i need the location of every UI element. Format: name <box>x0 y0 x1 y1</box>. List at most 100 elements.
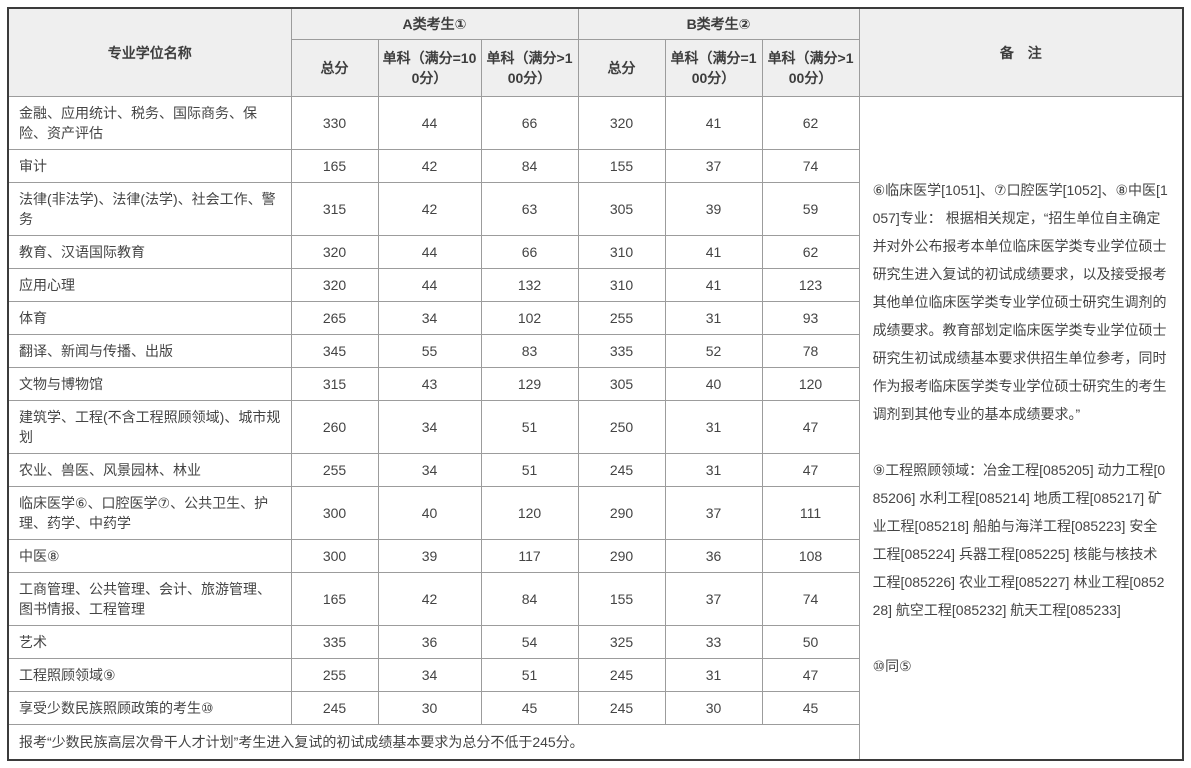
a-single-eq100-cell: 42 <box>377 149 482 183</box>
a-single-gt100-cell: 84 <box>480 572 579 626</box>
b-single-eq100-cell: 37 <box>664 149 763 183</box>
degree-name-cell: 应用心理 <box>7 268 292 302</box>
a-single-eq100-cell: 34 <box>377 658 482 692</box>
a-total-cell: 245 <box>290 691 379 725</box>
b-single-eq100-cell: 30 <box>664 691 763 725</box>
b-single-eq100-cell: 39 <box>664 182 763 236</box>
a-single-gt100-cell: 51 <box>480 453 579 487</box>
footnote-row: 报考“少数民族高层次骨干人才计划”考生进入复试的初试成绩基本要求为总分不低于24… <box>7 724 1183 761</box>
remark-paragraph: ⑨工程照顾领域：冶金工程[085205] 动力工程[085206] 水利工程[0… <box>872 462 1166 618</box>
b-single-gt100-cell: 108 <box>761 539 860 573</box>
a-single-eq100-cell: 43 <box>377 367 482 401</box>
degree-name-cell: 法律(非法学)、法律(法学)、社会工作、警务 <box>7 182 292 236</box>
a-single-gt100-cell: 54 <box>480 625 579 659</box>
a-single-eq100-cell: 44 <box>377 96 482 150</box>
footnote-text: 报考“少数民族高层次骨干人才计划”考生进入复试的初试成绩基本要求为总分不低于24… <box>7 724 860 761</box>
a-single-eq100-cell: 36 <box>377 625 482 659</box>
a-total-cell: 255 <box>290 453 379 487</box>
degree-name-cell: 教育、汉语国际教育 <box>7 235 292 269</box>
b-single-eq100-cell: 40 <box>664 367 763 401</box>
b-single-eq100-cell: 37 <box>664 572 763 626</box>
b-total-cell: 245 <box>577 658 666 692</box>
degree-name-cell: 农业、兽医、风景园林、林业 <box>7 453 292 487</box>
table-body: 金融、应用统计、税务、国际商务、保险、资产评估 330 44 66 320 41… <box>7 96 1184 761</box>
a-single-gt100-cell: 132 <box>480 268 579 302</box>
degree-name-cell: 享受少数民族照顾政策的考生⑩ <box>7 691 292 725</box>
b-single-eq100-cell: 31 <box>664 658 763 692</box>
b-total-cell: 325 <box>577 625 666 659</box>
b-total-cell: 255 <box>577 301 666 335</box>
b-single-eq100-cell: 31 <box>664 400 763 454</box>
a-single-gt100-cell: 66 <box>480 235 579 269</box>
table-row: 翻译、新闻与传播、出版 345 55 83 335 52 78 <box>7 334 1183 368</box>
b-single-gt100-cell: 45 <box>761 691 860 725</box>
b-total-cell: 335 <box>577 334 666 368</box>
table-header: 专业学位名称 A类考生① B类考生② 备 注 总分 单科（满分=100分） 单科… <box>7 7 1184 97</box>
a-single-gt100-cell: 117 <box>480 539 579 573</box>
a-single-eq100-cell: 39 <box>377 539 482 573</box>
remark-paragraph: ⑥临床医学[1051]、⑦口腔医学[1052]、⑧中医[1057]专业： 根据相… <box>872 182 1168 422</box>
b-single-gt100-cell: 59 <box>761 182 860 236</box>
degree-name-cell: 审计 <box>7 149 292 183</box>
header-b-single-gt100: 单科（满分>100分） <box>761 39 860 97</box>
b-single-gt100-cell: 111 <box>761 486 860 540</box>
a-total-cell: 320 <box>290 268 379 302</box>
table-row: 临床医学⑥、口腔医学⑦、公共卫生、护理、药学、中药学 300 40 120 29… <box>7 486 1183 540</box>
b-total-cell: 310 <box>577 235 666 269</box>
a-total-cell: 335 <box>290 625 379 659</box>
b-single-eq100-cell: 41 <box>664 268 763 302</box>
b-total-cell: 305 <box>577 182 666 236</box>
b-total-cell: 305 <box>577 367 666 401</box>
degree-name-cell: 体育 <box>7 301 292 335</box>
a-total-cell: 320 <box>290 235 379 269</box>
degree-name-cell: 金融、应用统计、税务、国际商务、保险、资产评估 <box>7 96 292 150</box>
b-total-cell: 155 <box>577 149 666 183</box>
b-single-gt100-cell: 62 <box>761 96 860 150</box>
a-single-gt100-cell: 63 <box>480 182 579 236</box>
header-a-single-gt100: 单科（满分>100分） <box>480 39 579 97</box>
degree-name-cell: 建筑学、工程(不含工程照顾领域)、城市规划 <box>7 400 292 454</box>
header-a-single-eq100: 单科（满分=100分） <box>377 39 482 97</box>
b-single-eq100-cell: 36 <box>664 539 763 573</box>
table-row: 建筑学、工程(不含工程照顾领域)、城市规划 260 34 51 250 31 4… <box>7 400 1183 454</box>
b-single-eq100-cell: 41 <box>664 96 763 150</box>
table-row: 金融、应用统计、税务、国际商务、保险、资产评估 330 44 66 320 41… <box>7 96 1184 761</box>
degree-name-cell: 艺术 <box>7 625 292 659</box>
b-total-cell: 250 <box>577 400 666 454</box>
score-line-table: 专业学位名称 A类考生① B类考生② 备 注 总分 单科（满分=100分） 单科… <box>7 7 1185 761</box>
a-single-eq100-cell: 42 <box>377 182 482 236</box>
table-row: 中医⑧ 300 39 117 290 36 108 <box>7 539 1183 573</box>
remark-paragraph: ⑩同⑤ <box>872 658 912 674</box>
a-single-gt100-cell: 84 <box>480 149 579 183</box>
header-group-a: A类考生① <box>290 7 579 40</box>
a-total-cell: 315 <box>290 182 379 236</box>
b-single-gt100-cell: 120 <box>761 367 860 401</box>
a-single-eq100-cell: 30 <box>377 691 482 725</box>
table-row: 教育、汉语国际教育 320 44 66 310 41 62 <box>7 235 1183 269</box>
header-a-total: 总分 <box>290 39 379 97</box>
a-total-cell: 315 <box>290 367 379 401</box>
header-remarks: 备 注 <box>858 7 1184 97</box>
table-row: 审计 165 42 84 155 37 74 <box>7 149 1183 183</box>
header-group-row: 专业学位名称 A类考生① B类考生② 备 注 <box>7 7 1184 97</box>
b-total-cell: 155 <box>577 572 666 626</box>
b-single-eq100-cell: 31 <box>664 301 763 335</box>
remarks-cell: ⑥临床医学[1051]、⑦口腔医学[1052]、⑧中医[1057]专业： 根据相… <box>858 96 1184 761</box>
b-single-gt100-cell: 47 <box>761 400 860 454</box>
header-b-single-eq100: 单科（满分=100分） <box>664 39 763 97</box>
a-total-cell: 330 <box>290 96 379 150</box>
table-row: 法律(非法学)、法律(法学)、社会工作、警务 315 42 63 305 39 … <box>7 182 1183 236</box>
b-total-cell: 290 <box>577 539 666 573</box>
b-single-eq100-cell: 31 <box>664 453 763 487</box>
table-row: 工商管理、公共管理、会计、旅游管理、图书情报、工程管理 165 42 84 15… <box>7 572 1183 626</box>
a-single-gt100-cell: 102 <box>480 301 579 335</box>
a-total-cell: 300 <box>290 486 379 540</box>
a-single-eq100-cell: 34 <box>377 400 482 454</box>
b-total-cell: 320 <box>577 96 666 150</box>
a-total-cell: 265 <box>290 301 379 335</box>
table-row: 享受少数民族照顾政策的考生⑩ 245 30 45 245 30 45 <box>7 691 1183 725</box>
b-single-gt100-cell: 93 <box>761 301 860 335</box>
a-total-cell: 165 <box>290 149 379 183</box>
a-total-cell: 260 <box>290 400 379 454</box>
b-single-eq100-cell: 37 <box>664 486 763 540</box>
